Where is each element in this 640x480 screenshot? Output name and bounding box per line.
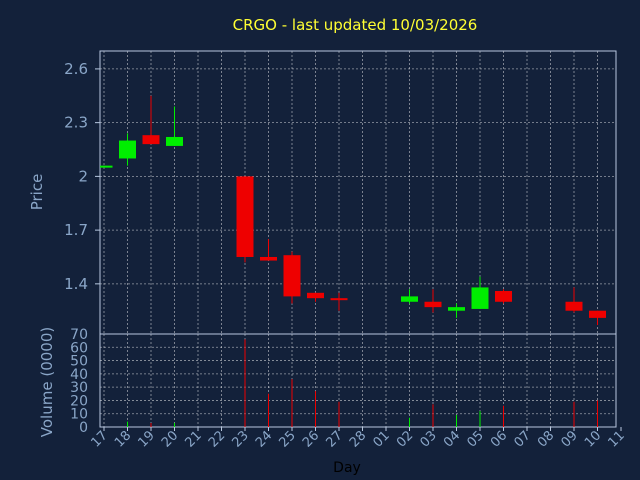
day-tick-label: 03 (418, 428, 440, 450)
candle-body (424, 301, 442, 308)
price-tick-label: 2.6 (64, 60, 88, 78)
volume-tick-label: 0 (79, 420, 88, 436)
day-tick-label: 09 (559, 428, 581, 450)
volume-tick-label: 30 (70, 380, 88, 396)
candle-body (100, 165, 113, 168)
candle-body (260, 256, 277, 261)
volume-tick-label: 70 (70, 327, 88, 343)
candle-body (283, 255, 301, 297)
day-tick-label: 10 (582, 428, 604, 450)
day-tick-label: 28 (347, 428, 369, 450)
chart-title: CRGO - last updated 10/03/2026 (233, 16, 478, 34)
day-tick-label: 20 (159, 428, 181, 450)
day-tick-label: 22 (206, 428, 228, 450)
candle-body (330, 298, 348, 301)
candle-body (471, 287, 489, 309)
candle-body (236, 176, 254, 257)
candle-body (307, 292, 324, 299)
volume-axis-label: Volume (0000) (38, 327, 56, 437)
day-tick-label: 02 (394, 428, 416, 450)
day-tick-label: 21 (183, 428, 205, 450)
volume-tick-label: 50 (70, 354, 88, 370)
day-tick-label: 01 (371, 428, 393, 450)
day-tick-label: 05 (465, 428, 487, 450)
candle-body (565, 301, 583, 311)
price-panel: 2.6 2.3 2 1.7 1.4 (64, 50, 617, 335)
price-tick-label: 2 (78, 167, 88, 185)
price-tick-label: 1.7 (64, 221, 88, 239)
candle-body (589, 310, 606, 318)
day-tick-label: 04 (441, 428, 463, 450)
day-tick-label: 26 (300, 428, 322, 450)
day-tick-label: 08 (535, 428, 557, 450)
price-tick-label: 2.3 (64, 114, 88, 132)
day-tick-label: 07 (512, 428, 534, 450)
day-tick-label: 27 (324, 428, 346, 450)
day-tick-label: 17 (89, 428, 111, 450)
volume-tick-label: 60 (70, 340, 88, 356)
day-tick-label: 11 (606, 428, 628, 450)
price-tick-label: 1.4 (64, 275, 88, 293)
day-axis: 17 18 19 20 21 22 23 24 25 26 27 28 01 02 03 04 05 06 07 08… (89, 427, 628, 451)
candle-body (166, 136, 183, 146)
candle-body (495, 291, 512, 302)
day-tick-label: 18 (112, 428, 134, 450)
price-axis-label: Price (28, 174, 46, 211)
day-axis-label: Day (333, 460, 361, 476)
candle-body (142, 135, 160, 145)
day-tick-label: 19 (136, 428, 158, 450)
volume-tick-label: 10 (70, 407, 88, 423)
volume-tick-label: 20 (70, 393, 88, 409)
candle-body (401, 296, 418, 302)
day-tick-label: 24 (253, 428, 275, 450)
price-frame (99, 50, 617, 335)
volume-frame (99, 333, 617, 428)
candle-body (448, 307, 465, 311)
day-tick-label: 25 (277, 428, 299, 450)
day-tick-label: 06 (488, 428, 510, 450)
volume-tick-label: 40 (70, 367, 88, 383)
day-tick-label: 23 (230, 428, 252, 450)
candle-body (119, 140, 136, 159)
